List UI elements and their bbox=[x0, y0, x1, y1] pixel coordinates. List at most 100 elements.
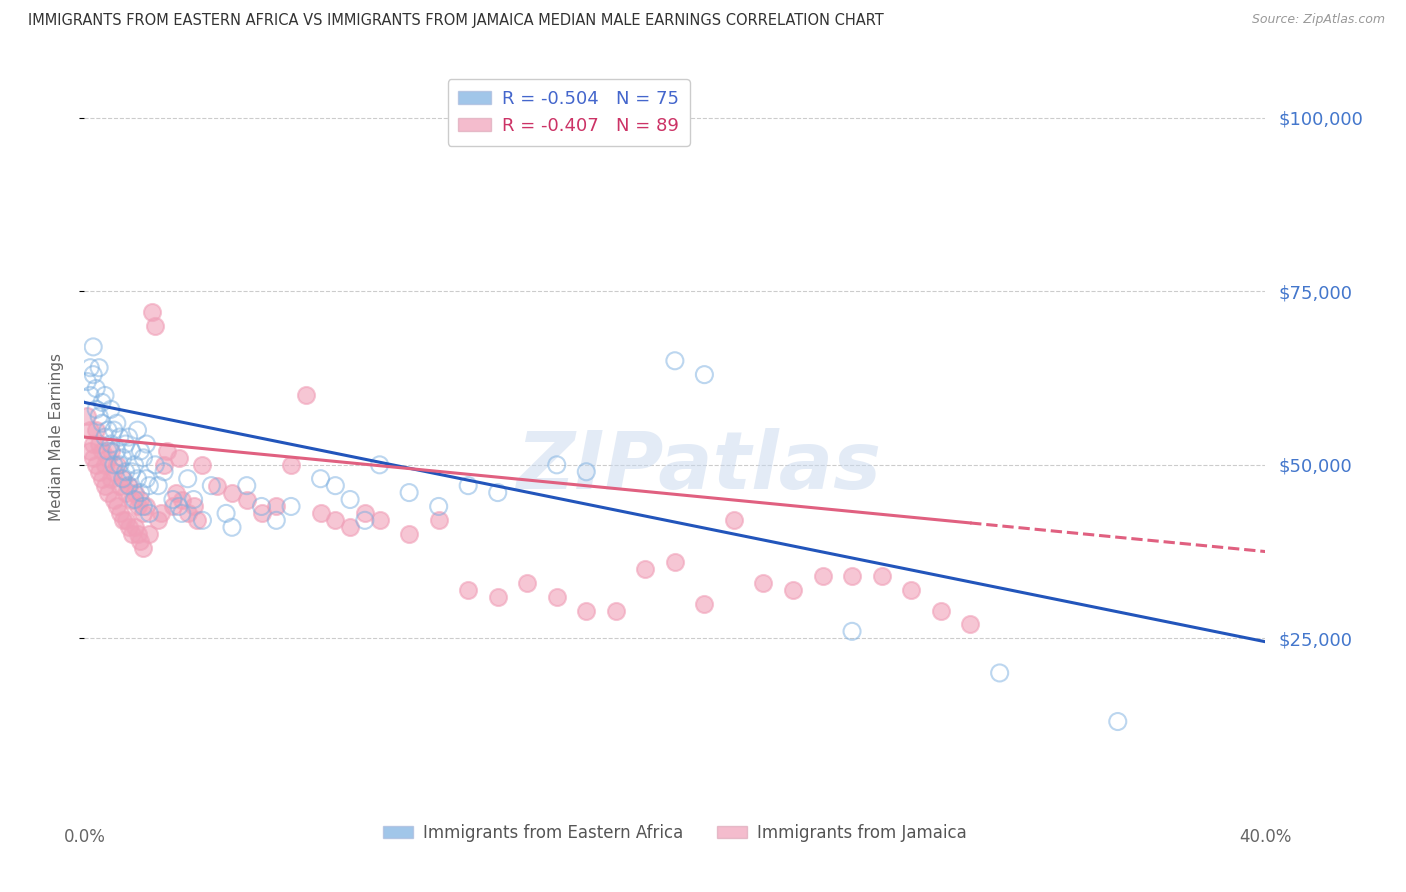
Point bbox=[457, 582, 479, 597]
Point bbox=[129, 534, 152, 549]
Point bbox=[97, 450, 120, 465]
Point bbox=[988, 665, 1011, 680]
Point bbox=[76, 375, 98, 389]
Point bbox=[183, 492, 205, 507]
Point bbox=[129, 444, 152, 458]
Point bbox=[82, 340, 104, 354]
Point bbox=[191, 458, 214, 472]
Point bbox=[108, 478, 131, 492]
Point bbox=[108, 458, 131, 472]
Point bbox=[127, 527, 149, 541]
Point bbox=[1107, 714, 1129, 729]
Point bbox=[575, 603, 598, 617]
Point bbox=[266, 513, 288, 527]
Point bbox=[148, 478, 170, 492]
Point bbox=[84, 423, 107, 437]
Point bbox=[114, 465, 136, 479]
Point bbox=[79, 423, 101, 437]
Point bbox=[108, 430, 131, 444]
Text: IMMIGRANTS FROM EASTERN AFRICA VS IMMIGRANTS FROM JAMAICA MEDIAN MALE EARNINGS C: IMMIGRANTS FROM EASTERN AFRICA VS IMMIGR… bbox=[28, 13, 884, 29]
Point bbox=[100, 472, 122, 486]
Point bbox=[111, 513, 134, 527]
Point bbox=[121, 444, 143, 458]
Point bbox=[280, 500, 302, 514]
Point bbox=[309, 507, 332, 521]
Point bbox=[165, 485, 187, 500]
Point bbox=[91, 395, 114, 409]
Point bbox=[91, 416, 114, 430]
Point bbox=[132, 507, 155, 521]
Point bbox=[94, 388, 117, 402]
Point bbox=[693, 597, 716, 611]
Point bbox=[929, 603, 952, 617]
Point bbox=[605, 603, 627, 617]
Point bbox=[664, 353, 686, 368]
Text: Source: ZipAtlas.com: Source: ZipAtlas.com bbox=[1251, 13, 1385, 27]
Point bbox=[129, 492, 152, 507]
Point bbox=[127, 472, 149, 486]
Point bbox=[215, 507, 238, 521]
Point bbox=[138, 527, 160, 541]
Point bbox=[153, 465, 176, 479]
Point bbox=[138, 507, 160, 521]
Point bbox=[124, 458, 146, 472]
Point bbox=[143, 458, 166, 472]
Point bbox=[79, 444, 101, 458]
Point bbox=[103, 465, 125, 479]
Point bbox=[121, 492, 143, 507]
Point bbox=[309, 472, 332, 486]
Point bbox=[398, 485, 420, 500]
Point bbox=[100, 437, 122, 451]
Point bbox=[97, 485, 120, 500]
Point bbox=[118, 478, 141, 492]
Point bbox=[132, 541, 155, 555]
Point bbox=[664, 555, 686, 569]
Point bbox=[280, 458, 302, 472]
Point bbox=[427, 513, 450, 527]
Point bbox=[135, 472, 157, 486]
Point bbox=[94, 478, 117, 492]
Point bbox=[153, 458, 176, 472]
Point bbox=[959, 617, 981, 632]
Point bbox=[170, 492, 193, 507]
Point bbox=[186, 513, 208, 527]
Point bbox=[236, 478, 259, 492]
Point bbox=[97, 444, 120, 458]
Point bbox=[141, 305, 163, 319]
Point bbox=[82, 437, 104, 451]
Point bbox=[811, 569, 834, 583]
Point bbox=[900, 582, 922, 597]
Point bbox=[221, 520, 243, 534]
Point bbox=[105, 500, 128, 514]
Point bbox=[103, 458, 125, 472]
Point bbox=[108, 507, 131, 521]
Point bbox=[236, 492, 259, 507]
Point bbox=[79, 388, 101, 402]
Point bbox=[87, 360, 111, 375]
Point bbox=[103, 492, 125, 507]
Point bbox=[693, 368, 716, 382]
Point bbox=[129, 485, 152, 500]
Point bbox=[138, 478, 160, 492]
Point bbox=[114, 437, 136, 451]
Point bbox=[457, 478, 479, 492]
Point bbox=[546, 458, 568, 472]
Point bbox=[118, 520, 141, 534]
Point bbox=[325, 513, 347, 527]
Point bbox=[200, 478, 222, 492]
Point bbox=[870, 569, 893, 583]
Point bbox=[398, 527, 420, 541]
Point bbox=[325, 478, 347, 492]
Point bbox=[111, 472, 134, 486]
Point bbox=[368, 513, 391, 527]
Point bbox=[368, 458, 391, 472]
Point bbox=[118, 430, 141, 444]
Point bbox=[105, 444, 128, 458]
Point bbox=[84, 458, 107, 472]
Point bbox=[87, 409, 111, 424]
Point bbox=[127, 423, 149, 437]
Point bbox=[167, 500, 190, 514]
Point bbox=[87, 437, 111, 451]
Point bbox=[94, 458, 117, 472]
Point bbox=[124, 520, 146, 534]
